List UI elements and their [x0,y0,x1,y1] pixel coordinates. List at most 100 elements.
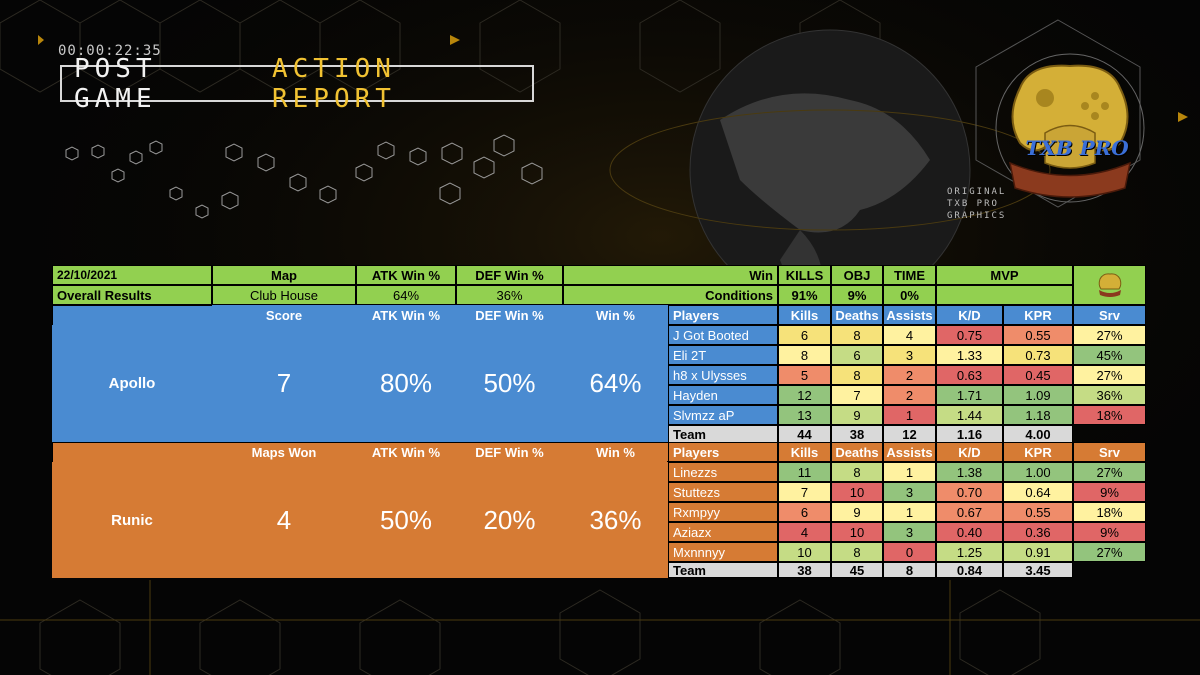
player-kpr: 0.55 [1003,325,1073,345]
txb-pro-logo [995,53,1145,203]
conditions-label: Conditions [563,285,778,305]
player-kd: 1.25 [936,542,1003,562]
apollo-atk-label: ATK Win % [356,305,456,325]
runic-header-deaths: Deaths [831,442,883,462]
apollo-win-label: Win % [563,305,668,325]
player-kd: 0.40 [936,522,1003,542]
runic-maps-won-value: 4 [212,462,356,578]
player-deaths: 9 [831,405,883,425]
player-name: h8 x Ulysses [668,365,778,385]
apollo-header-srv: Srv [1073,305,1146,325]
player-kills: 6 [778,325,831,345]
obj-condition-label: OBJ [831,265,883,285]
apollo-atk-value: 80% [356,325,456,442]
time-condition-label: TIME [883,265,936,285]
player-kills: 7 [778,482,831,502]
player-name: Eli 2T [668,345,778,365]
apollo-header-deaths: Deaths [831,305,883,325]
player-assists: 3 [883,345,936,365]
summary-atk-label: ATK Win % [356,265,456,285]
runic-win-value: 36% [563,462,668,578]
player-srv: 27% [1073,365,1146,385]
runic-header-kills: Kills [778,442,831,462]
map-value: Club House [212,285,356,305]
player-kpr: 0.36 [1003,522,1073,542]
player-srv: 27% [1073,542,1146,562]
player-deaths: 10 [831,522,883,542]
runic-header-srv: Srv [1073,442,1146,462]
player-name: Linezzs [668,462,778,482]
apollo-header-kpr: KPR [1003,305,1073,325]
player-kpr: 1.18 [1003,405,1073,425]
apollo-header-players: Players [668,305,778,325]
kills-condition-value: 91% [778,285,831,305]
apollo-team-kd: 1.16 [936,425,1003,444]
player-deaths: 10 [831,482,883,502]
player-kd: 1.44 [936,405,1003,425]
player-deaths: 8 [831,462,883,482]
mvp-label: MVP [936,265,1073,285]
time-condition-value: 0% [883,285,936,305]
summary-def-label: DEF Win % [456,265,563,285]
apollo-win-value: 64% [563,325,668,442]
player-srv: 45% [1073,345,1146,365]
logo-caption: ORIGINAL TXB PRO GRAPHICS [947,187,1007,221]
runic-team-kd: 0.84 [936,562,1003,578]
player-kpr: 0.64 [1003,482,1073,502]
apollo-score-label: Score [212,305,356,325]
apollo-team-kpr: 4.00 [1003,425,1073,444]
apollo-def-label: DEF Win % [456,305,563,325]
match-timer: 00:00:22:35 [58,43,162,59]
player-name: Slvmzz aP [668,405,778,425]
runic-header-kd: K/D [936,442,1003,462]
apollo-header-kd: K/D [936,305,1003,325]
runic-def-value: 20% [456,462,563,578]
player-kpr: 0.55 [1003,502,1073,522]
player-kills: 6 [778,502,831,522]
player-assists: 2 [883,385,936,405]
player-deaths: 8 [831,542,883,562]
player-kpr: 1.00 [1003,462,1073,482]
runic-team-kpr: 3.45 [1003,562,1073,578]
player-deaths: 6 [831,345,883,365]
runic-header-assists: Assists [883,442,936,462]
player-name: J Got Booted [668,325,778,345]
player-kills: 5 [778,365,831,385]
player-kd: 0.67 [936,502,1003,522]
apollo-header-kills: Kills [778,305,831,325]
apollo-def-value: 50% [456,325,563,442]
player-deaths: 7 [831,385,883,405]
player-deaths: 8 [831,325,883,345]
player-name: Mxnnnyy [668,542,778,562]
player-srv: 18% [1073,502,1146,522]
player-kpr: 0.45 [1003,365,1073,385]
player-assists: 1 [883,405,936,425]
apollo-team-name: Apollo [52,325,212,442]
player-assists: 2 [883,365,936,385]
runic-team-assists: 8 [883,562,936,578]
kills-condition-label: KILLS [778,265,831,285]
player-assists: 0 [883,542,936,562]
apollo-score-value: 7 [212,325,356,442]
summary-atk-value: 64% [356,285,456,305]
runic-maps-won-label: Maps Won [212,443,356,461]
player-name: Hayden [668,385,778,405]
map-label: Map [212,265,356,285]
player-deaths: 9 [831,502,883,522]
player-kills: 8 [778,345,831,365]
player-name: Aziazx [668,522,778,542]
page-title: POST GAME ACTION REPORT [60,54,534,114]
player-assists: 3 [883,522,936,542]
title-main: POST GAME [74,53,157,114]
player-kpr: 1.09 [1003,385,1073,405]
runic-team-total-label: Team [668,562,778,578]
player-srv: 9% [1073,522,1146,542]
runic-team-deaths: 45 [831,562,883,578]
player-kd: 1.38 [936,462,1003,482]
player-deaths: 8 [831,365,883,385]
player-kpr: 0.73 [1003,345,1073,365]
player-kills: 4 [778,522,831,542]
player-srv: 27% [1073,325,1146,345]
runic-atk-value: 50% [356,462,456,578]
runic-def-label: DEF Win % [456,443,563,461]
